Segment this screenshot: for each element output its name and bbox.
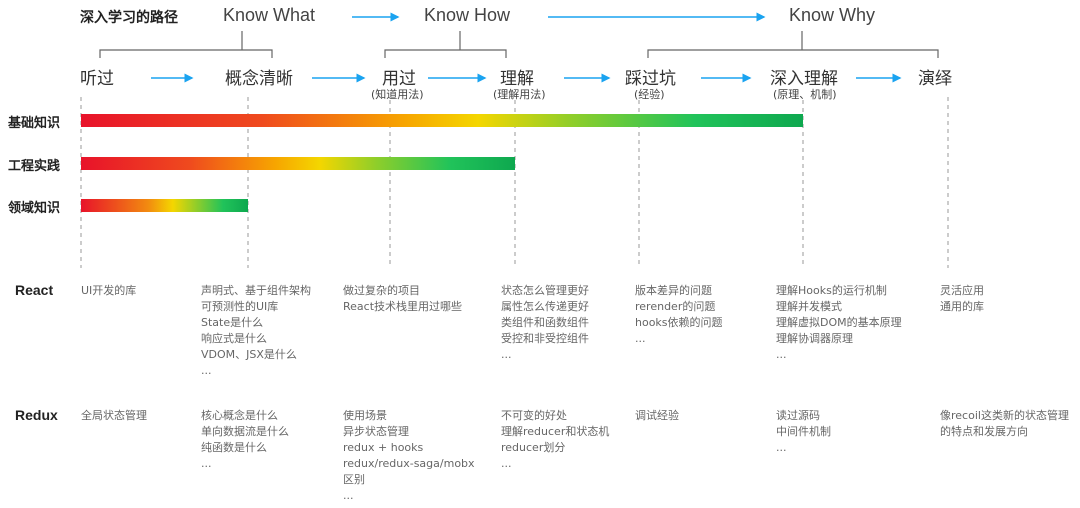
note-line: 理解协调器原理 — [776, 332, 853, 345]
note-line: VDOM、JSX是什么 — [201, 348, 297, 361]
note-line: 灵活应用 — [940, 284, 984, 297]
phase-know-what: Know What — [223, 5, 316, 25]
note-line: 通用的库 — [940, 300, 984, 313]
progress-bar-domain — [81, 199, 248, 212]
progress-bar-engineering — [81, 157, 515, 170]
note-line: ... — [343, 489, 354, 502]
stage-label: 演绎 — [918, 69, 952, 89]
stage-notes: 状态怎么管理更好 属性怎么传递更好 类组件和函数组件 受控和非受控组件... — [501, 283, 589, 363]
note-line: 理解虚拟DOM的基本原理 — [776, 316, 902, 329]
note-line: 理解reducer和状态机 — [501, 425, 610, 438]
note-line: 理解并发模式 — [776, 300, 842, 313]
note-line: 状态怎么管理更好 — [501, 284, 589, 297]
stage-notes: 做过复杂的项目 React技术栈里用过哪些 — [343, 283, 462, 315]
note-line: ... — [635, 332, 646, 345]
note-line: redux/redux-saga/mobx — [343, 457, 475, 470]
stage-notes: 核心概念是什么 单向数据流是什么 纯函数是什么... — [201, 408, 289, 472]
stage-notes: 声明式、基于组件架构 可预测性的UI库 State是什么 响应式是什么 VDOM、JSX… — [201, 283, 311, 379]
stage-notes: 调试经验 — [635, 408, 679, 424]
note-line: 区别 — [343, 473, 365, 486]
note-line: ... — [776, 441, 787, 454]
note-line: reducer划分 — [501, 441, 566, 454]
phase-know-how: Know How — [424, 5, 511, 25]
note-line: React技术栈里用过哪些 — [343, 300, 463, 313]
library-name: React — [15, 282, 54, 298]
stage-notes: 理解Hooks的运行机制 理解并发模式理解虚拟DOM的基本原理 理解协调器原理... — [776, 283, 902, 363]
note-line: 全局状态管理 — [81, 409, 147, 422]
note-line: 的特点和发展方向 — [940, 425, 1028, 438]
library-name: Redux — [15, 407, 58, 423]
note-line: 使用场景 — [343, 409, 387, 422]
note-line: 版本差异的问题 — [635, 284, 712, 297]
note-line: ... — [501, 457, 512, 470]
bar-label: 基础知识 — [8, 116, 61, 131]
phase-know-why: Know Why — [789, 5, 876, 25]
stage-label: 概念清晰 — [225, 69, 293, 89]
note-line: 异步状态管理 — [343, 425, 409, 438]
stage-notes: 版本差异的问题 rerender的问题 hooks依赖的问题... — [635, 283, 723, 347]
note-line: 单向数据流是什么 — [201, 425, 289, 438]
stage-notes: 全局状态管理 — [81, 408, 147, 424]
bar-label: 领域知识 — [8, 201, 61, 216]
note-line: 理解Hooks的运行机制 — [776, 284, 887, 297]
progress-bar-basic — [81, 114, 803, 127]
stage-notes: 不可变的好处理解reducer和状态机 reducer划分... — [501, 408, 609, 472]
stage-label: 听过 — [80, 69, 114, 89]
note-line: hooks依赖的问题 — [635, 316, 723, 329]
note-line: 核心概念是什么 — [201, 409, 278, 422]
stage-notes: 灵活应用 通用的库 — [940, 283, 984, 315]
note-line: 中间件机制 — [776, 425, 831, 438]
note-line: rerender的问题 — [635, 300, 716, 313]
stage-notes: 使用场景异步状态管理 redux + hooks redux/redux-saga/… — [343, 408, 475, 504]
diagram-title: 深入学习的路径 — [80, 10, 178, 26]
note-line: 做过复杂的项目 — [343, 284, 420, 297]
note-line: redux + hooks — [343, 441, 424, 454]
note-line: 类组件和函数组件 — [501, 316, 589, 329]
note-line: 受控和非受控组件 — [501, 332, 589, 345]
note-line: UI开发的库 — [81, 284, 137, 297]
stage-sublabel: (知道用法) — [371, 88, 424, 101]
brackets — [99, 31, 939, 58]
stage-guides — [80, 97, 949, 268]
stage-notes: UI开发的库 — [81, 283, 136, 299]
note-line: 像recoil这类新的状态管理 — [940, 409, 1069, 422]
stage-label: 踩过坑 — [625, 69, 676, 89]
stage-sublabel: (经验) — [634, 88, 665, 101]
stage-notes: 读过源码中间件机制... — [776, 408, 831, 456]
bar-label: 工程实践 — [8, 159, 61, 174]
note-line: ... — [776, 348, 787, 361]
stage-sublabel: (原理、机制) — [773, 88, 837, 101]
stage-notes: 像recoil这类新的状态管理 的特点和发展方向 — [940, 408, 1069, 440]
arrows — [151, 12, 902, 83]
note-line: 不可变的好处 — [501, 409, 567, 422]
note-line: ... — [201, 364, 212, 377]
note-line: State是什么 — [201, 316, 264, 329]
stage-label: 理解 — [500, 69, 534, 89]
note-line: 响应式是什么 — [201, 332, 267, 345]
note-line: 调试经验 — [635, 409, 679, 422]
note-line: 声明式、基于组件架构 — [201, 284, 311, 297]
note-line: 读过源码 — [776, 409, 820, 422]
note-line: 纯函数是什么 — [201, 441, 267, 454]
note-line: 属性怎么传递更好 — [501, 300, 589, 313]
stage-label: 用过 — [382, 69, 416, 89]
note-line: 可预测性的UI库 — [201, 300, 279, 313]
stage-label: 深入理解 — [770, 69, 838, 89]
note-line: ... — [501, 348, 512, 361]
note-line: ... — [201, 457, 212, 470]
stage-sublabel: (理解用法) — [493, 88, 546, 101]
